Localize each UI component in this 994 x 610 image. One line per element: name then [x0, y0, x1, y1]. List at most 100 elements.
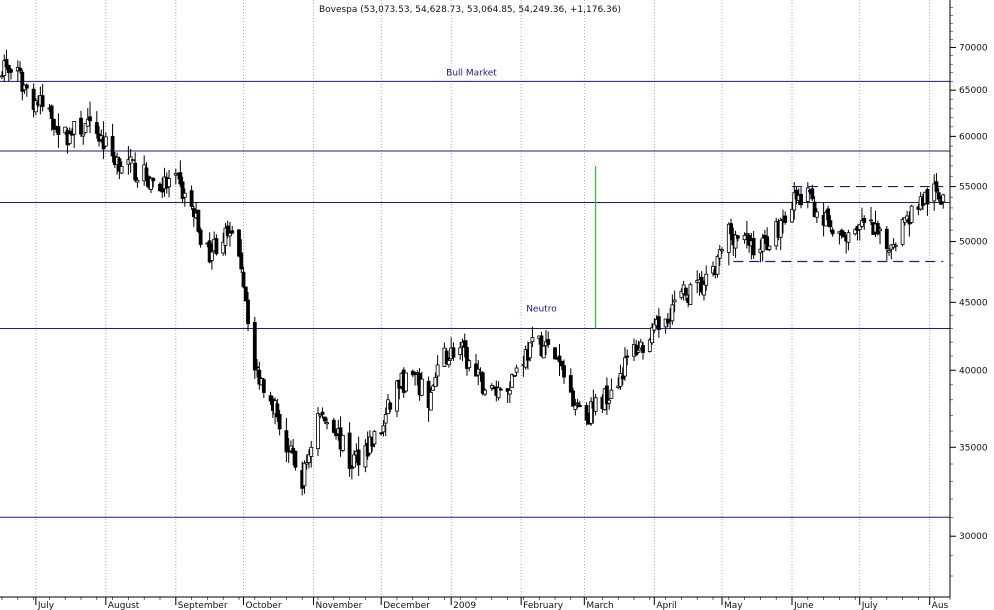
- price-bar-down: [196, 209, 201, 232]
- price-bar-up: [652, 323, 657, 331]
- price-bar-up: [83, 123, 88, 133]
- price-bar-up: [81, 133, 86, 137]
- x-tick-label: July: [37, 601, 55, 610]
- price-bar-up: [715, 256, 720, 275]
- price-bar-up: [846, 232, 851, 243]
- price-bar-down: [261, 379, 266, 393]
- price-bar-up: [941, 194, 946, 203]
- price-bar-down: [239, 252, 244, 270]
- price-bar-down: [56, 125, 61, 135]
- x-tick-label: October: [246, 601, 282, 610]
- price-bar-down: [641, 345, 645, 353]
- y-tick-label: 30000: [959, 532, 988, 542]
- price-bar-down: [40, 95, 45, 107]
- grid-layer: [35, 0, 931, 597]
- price-bar-down: [575, 402, 580, 405]
- price-bar-down: [230, 230, 235, 234]
- price-bar-down: [160, 187, 165, 193]
- price-bar-down: [31, 88, 36, 110]
- price-bar-up: [304, 462, 309, 465]
- price-bar-up: [530, 337, 535, 343]
- price-bar-down: [830, 229, 835, 235]
- price-bar-up: [647, 339, 652, 352]
- price-bar-down: [571, 390, 575, 407]
- price-bar-up: [573, 404, 578, 410]
- price-bar-up: [316, 413, 320, 449]
- price-bar-down: [747, 234, 752, 246]
- price-bar-down: [79, 117, 83, 135]
- price-bar-down: [729, 223, 733, 235]
- price-bar-down: [410, 370, 415, 376]
- price-bar-down: [88, 116, 92, 122]
- price-bar-down: [842, 231, 846, 238]
- x-tick-label: July: [861, 601, 879, 610]
- price-bar-down: [568, 375, 573, 393]
- price-bar-up: [853, 229, 858, 235]
- price-bar-up: [72, 121, 77, 135]
- price-bar-down: [388, 402, 393, 410]
- price-bar-up: [467, 360, 472, 369]
- price-bar-up: [744, 233, 749, 236]
- price-bar-down: [275, 403, 280, 418]
- price-bar-down: [320, 411, 325, 415]
- price-bar-up: [131, 159, 135, 162]
- price-bar-down: [462, 340, 467, 348]
- price-bar-up: [221, 241, 226, 254]
- x-tick-label: September: [178, 601, 228, 610]
- x-tick-label: November: [315, 601, 362, 610]
- price-bar-down: [334, 432, 338, 437]
- price-bar-up: [636, 349, 641, 353]
- price-bar-down: [20, 71, 25, 92]
- price-bar-down: [546, 339, 551, 345]
- price-bar-up: [541, 345, 546, 359]
- y-tick-label: 70000: [959, 43, 988, 53]
- price-bar-up: [726, 223, 731, 253]
- price-bar-down: [241, 271, 246, 288]
- price-bar-down: [379, 432, 384, 435]
- price-bar-up: [458, 347, 463, 355]
- y-tick-label: 45000: [959, 298, 988, 308]
- price-bar-down: [794, 189, 799, 200]
- y-tick-label: 65000: [959, 86, 988, 96]
- price-bar-down: [52, 118, 56, 130]
- price-bar-up: [383, 414, 388, 424]
- price-bar-down: [557, 355, 562, 363]
- price-bar-up: [510, 374, 515, 388]
- price-bar-up: [349, 467, 354, 470]
- price-bar-down: [178, 172, 183, 185]
- price-bar-up: [167, 178, 171, 188]
- price-bar-down: [356, 449, 361, 466]
- price-bar-down: [451, 347, 456, 358]
- price-bar-up: [869, 219, 873, 222]
- price-bar-down: [243, 286, 248, 302]
- price-bar-up: [0, 75, 4, 78]
- price-bar-up: [670, 304, 675, 322]
- x-tick-label: August: [108, 601, 140, 610]
- price-bar-up: [616, 385, 621, 389]
- price-bar-up: [760, 237, 765, 252]
- price-bar-up: [228, 232, 232, 237]
- price-bar-up: [404, 372, 408, 392]
- y-tick-label: 55000: [959, 183, 988, 193]
- price-bar-down: [620, 375, 625, 380]
- price-bar-up: [489, 385, 494, 389]
- price-bar-down: [783, 215, 788, 223]
- price-bar-down: [94, 122, 99, 134]
- price-bar-down: [562, 365, 566, 378]
- price-bar-up: [720, 249, 724, 252]
- price-bar-up: [507, 389, 512, 395]
- price-bar-up: [325, 422, 329, 425]
- price-bar-down: [605, 385, 609, 405]
- price-bar-down: [413, 373, 417, 376]
- price-bar-down: [18, 67, 22, 72]
- price-bar-down: [189, 190, 194, 207]
- price-bar-up: [372, 431, 377, 445]
- x-tick-label: June: [793, 601, 814, 610]
- x-tick-label: 2009: [453, 601, 476, 610]
- price-bar-up: [814, 211, 819, 218]
- x-tick-label: April: [656, 601, 677, 610]
- price-bar-down: [936, 192, 941, 200]
- price-bar-up: [496, 387, 501, 399]
